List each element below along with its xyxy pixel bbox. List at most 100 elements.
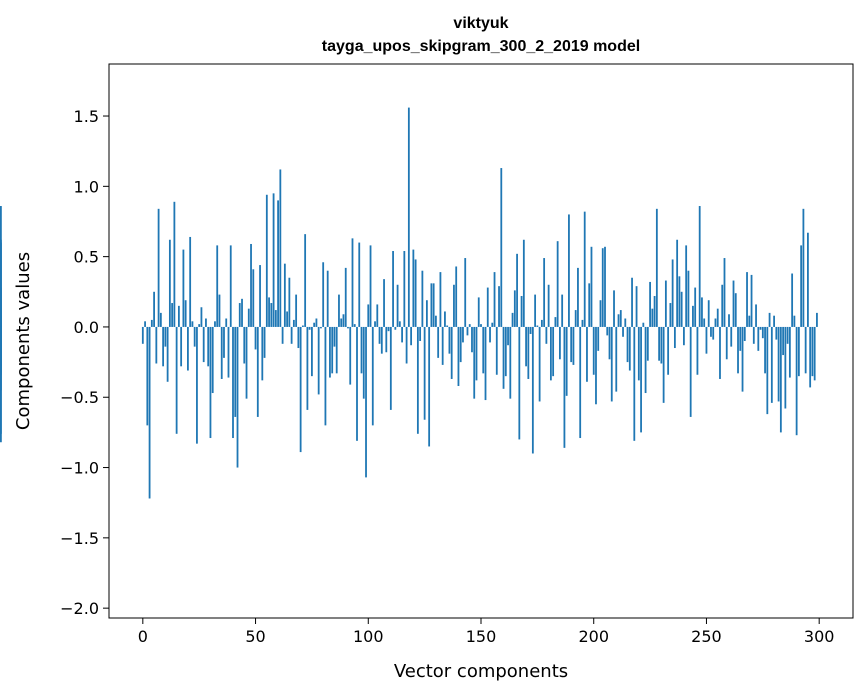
- bar-269: [748, 315, 751, 327]
- bar-163: [509, 326, 512, 399]
- bar-11: [166, 326, 169, 382]
- bar-227: [653, 296, 656, 327]
- bar-67: [292, 319, 295, 327]
- bar-6: [155, 326, 158, 364]
- bar-72: [304, 234, 307, 327]
- bar-86: [335, 326, 338, 374]
- bar-246: [696, 326, 699, 375]
- bar-107: [383, 279, 385, 327]
- chart-title-line-1: viktyuk: [453, 15, 508, 32]
- bar-292: [800, 245, 803, 327]
- bar-274: [759, 326, 762, 330]
- bar-179: [545, 326, 548, 344]
- bar-9: [162, 326, 165, 367]
- bar-223: [644, 326, 647, 394]
- bar-208: [610, 326, 613, 402]
- bar-185: [559, 326, 561, 360]
- bar-245: [694, 287, 697, 327]
- bar-141: [459, 326, 462, 363]
- bar-32: [214, 321, 216, 327]
- bar-36: [223, 326, 225, 358]
- bar-54: [263, 326, 266, 358]
- bar-51: [256, 326, 259, 417]
- bar-1: [144, 321, 146, 327]
- bar-282: [777, 326, 780, 402]
- bar-210: [615, 326, 618, 392]
- bar-25: [198, 324, 201, 327]
- bar-154: [489, 326, 491, 343]
- bar-222: [642, 322, 645, 327]
- bar-209: [613, 290, 615, 327]
- bar-8: [159, 312, 162, 327]
- bar-16: [177, 305, 180, 327]
- bar-10: [164, 326, 167, 347]
- bar-213: [622, 326, 624, 337]
- bar-199: [590, 246, 593, 327]
- bar-133: [441, 326, 444, 365]
- bar-286: [786, 326, 789, 344]
- bar-43: [238, 303, 241, 327]
- bar-101: [369, 245, 372, 327]
- bar-124: [421, 270, 424, 327]
- bar-26: [200, 307, 203, 327]
- bar-14: [173, 201, 176, 327]
- bar-212: [619, 310, 622, 327]
- bar-122: [416, 326, 419, 434]
- bar-232: [664, 280, 667, 327]
- y-tick-label: 1.0: [74, 177, 99, 196]
- bar-262: [732, 280, 735, 327]
- bar-147: [473, 326, 476, 399]
- bar-99: [365, 326, 367, 478]
- bar-106: [380, 326, 383, 354]
- bar-287: [788, 326, 791, 378]
- bar-296: [809, 326, 812, 388]
- bar-235: [671, 259, 674, 327]
- bar-244: [692, 305, 694, 327]
- bar-181: [549, 326, 552, 381]
- bar-162: [507, 326, 509, 346]
- bar-123: [419, 326, 422, 341]
- bar-115: [401, 326, 403, 343]
- bar-194: [579, 326, 582, 439]
- bar-90: [344, 267, 347, 327]
- bar-42: [236, 326, 239, 468]
- bar-161: [504, 326, 507, 377]
- bar-88: [340, 318, 343, 327]
- bar-84: [331, 326, 334, 374]
- bar-47: [247, 308, 250, 327]
- bar-202: [597, 326, 600, 351]
- bar-253: [712, 326, 715, 340]
- bar-142: [462, 326, 464, 343]
- bar-224: [646, 326, 649, 361]
- bar-203: [599, 300, 602, 327]
- bar-256: [719, 326, 721, 379]
- bar-74: [308, 326, 311, 330]
- bar-230: [660, 326, 663, 364]
- bar-109: [387, 326, 390, 332]
- y-tick-label: −2.0: [60, 599, 99, 618]
- bar-144: [466, 326, 469, 336]
- bar-174: [534, 294, 537, 327]
- bar-237: [676, 239, 679, 327]
- bar-28: [205, 318, 207, 327]
- bar-5: [153, 291, 155, 327]
- bar-206: [606, 326, 609, 336]
- bar-92: [349, 326, 352, 385]
- bar-291: [797, 326, 800, 377]
- bar-152: [484, 326, 487, 401]
- bar-241: [685, 245, 688, 327]
- bar-78: [317, 326, 320, 395]
- bar-62: [281, 326, 284, 344]
- bar-312: [0, 239, 2, 327]
- bar-277: [766, 326, 769, 415]
- bar-190: [570, 326, 573, 363]
- bar-108: [385, 326, 388, 353]
- bar-238: [678, 276, 681, 327]
- bar-234: [669, 303, 672, 327]
- bar-225: [649, 281, 651, 327]
- bar-12: [168, 239, 171, 327]
- bar-177: [540, 319, 543, 327]
- bar-271: [752, 326, 755, 344]
- bar-57: [270, 303, 273, 327]
